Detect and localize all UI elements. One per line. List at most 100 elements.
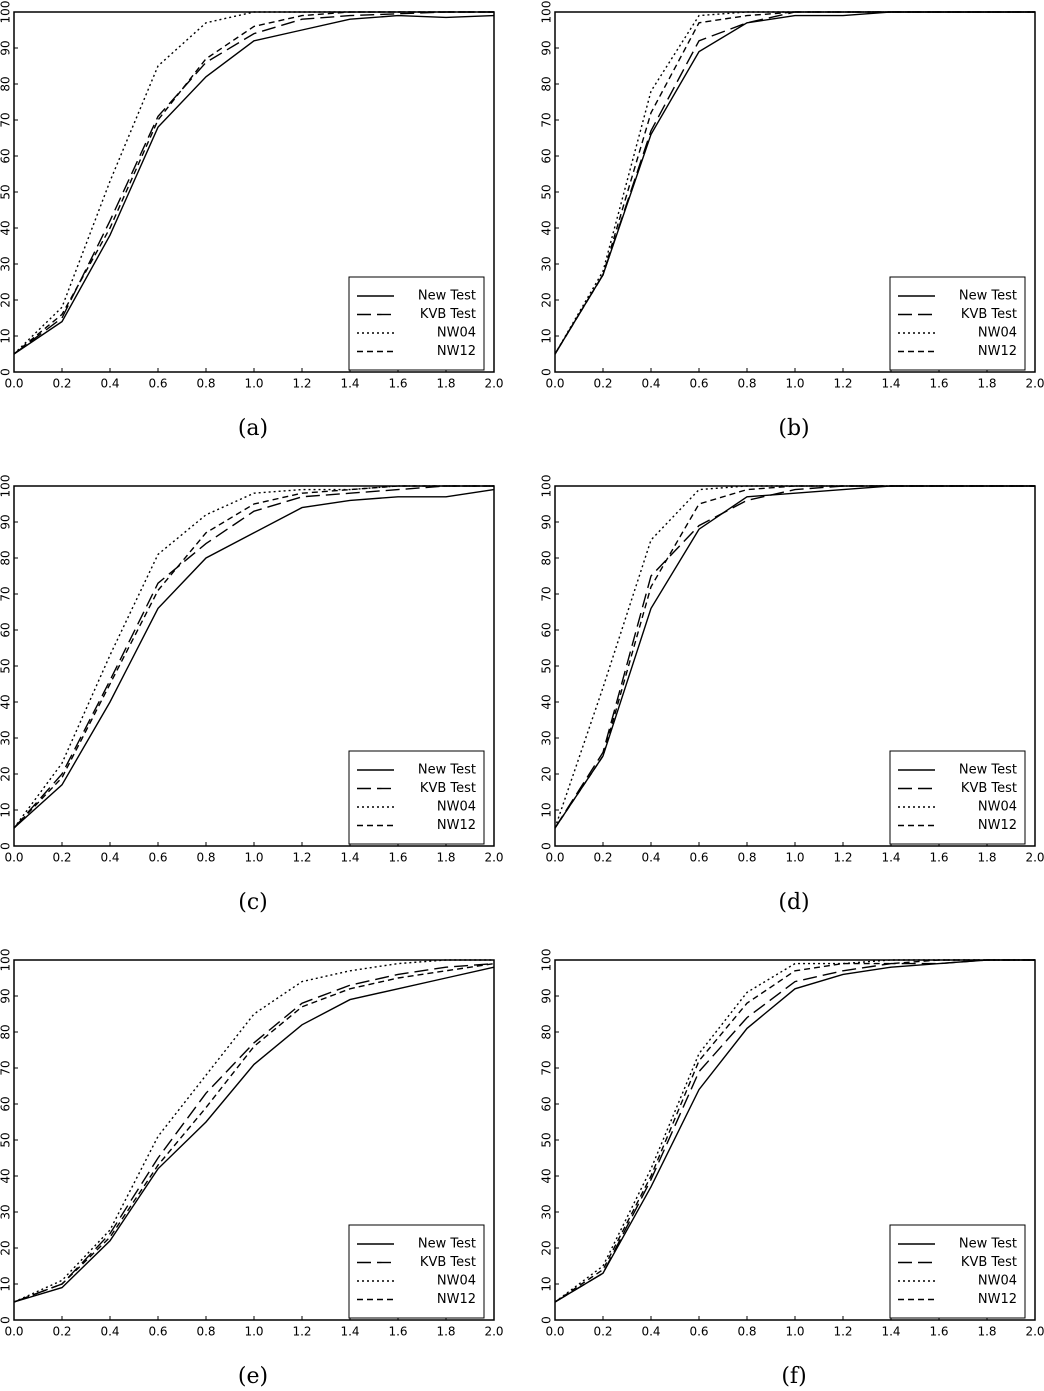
x-tick-label: 1.2 [292,851,311,865]
legend-box [348,750,485,845]
legend-label: KVB Test [961,781,1017,796]
y-tick-label: 0 [540,842,554,850]
y-tick-label: 70 [540,112,554,127]
x-tick-label: 1.8 [977,851,996,865]
legend-label: New Test [418,1237,476,1252]
legend: New Test KVB Test NW04 NW12 [889,276,1026,371]
legend-label: New Test [959,289,1017,304]
legend-label: KVB Test [420,307,476,322]
panel-caption: (b) [778,416,809,441]
series-line [13,962,495,1303]
legend-label: New Test [418,763,476,778]
x-tick-label: 0.2 [52,1325,71,1339]
y-tick-label: 60 [0,148,13,163]
x-tick-label: 0.4 [641,1325,660,1339]
y-tick-label: 0 [0,368,13,376]
y-tick-label: 40 [540,694,554,709]
x-tick-label: 1.0 [785,1325,804,1339]
x-tick-label: 0.0 [545,1325,564,1339]
legend-label: New Test [418,289,476,304]
series-line [554,959,1035,1303]
x-tick-label: 0.4 [100,377,119,391]
y-tick-label: 30 [0,1204,13,1219]
legend-box [889,750,1026,845]
y-tick-label: 70 [0,1060,13,1075]
plot-frame [554,959,1036,1321]
legend-label: NW04 [437,326,476,341]
y-tick-label: 60 [540,622,554,637]
x-tick-label: 0.6 [148,377,167,391]
y-tick-label: 80 [0,550,13,565]
panel-caption: (a) [238,416,268,441]
x-tick-label: 1.4 [881,377,900,391]
series-line [13,11,494,355]
legend-label: New Test [959,763,1017,778]
y-tick-label: 50 [0,184,13,199]
x-tick-label: 0.8 [196,1325,215,1339]
series-line [13,966,495,1303]
y-tick-label: 20 [0,292,13,307]
x-tick-label: 0.0 [545,851,564,865]
y-tick-label: 70 [0,112,13,127]
y-tick-label: 30 [540,730,554,745]
x-tick-label: 1.8 [436,1325,455,1339]
y-tick-label: 10 [0,802,13,817]
x-tick-label: 1.4 [881,1325,900,1339]
y-tick-label: 80 [0,76,13,91]
x-tick-label: 0.0 [4,1325,23,1339]
y-tick-label: 20 [0,766,13,781]
panel-caption: (d) [778,890,809,915]
x-tick-label: 1.6 [388,1325,407,1339]
legend: New Test KVB Test NW04 NW12 [348,1224,485,1319]
x-tick-label: 1.0 [785,851,804,865]
legend-label: NW12 [978,1292,1017,1307]
y-tick-label: 40 [0,1168,13,1183]
x-tick-label: 0.2 [593,377,612,391]
x-tick-label: 1.4 [340,1325,359,1339]
x-tick-label: 0.6 [148,1325,167,1339]
y-tick-label: 80 [540,1024,554,1039]
y-tick-label: 10 [0,1276,13,1291]
y-tick-label: 20 [0,1240,13,1255]
series-line [554,959,1035,1303]
x-tick-label: 1.2 [833,851,852,865]
x-tick-label: 0.8 [196,377,215,391]
y-tick-label: 20 [540,766,554,781]
x-tick-label: 1.4 [881,851,900,865]
x-tick-label: 1.8 [436,851,455,865]
x-tick-label: 0.8 [737,1325,756,1339]
legend-label: NW04 [978,800,1017,815]
y-tick-label: 100 [0,949,13,972]
x-tick-label: 0.2 [593,1325,612,1339]
legend-label: NW12 [978,344,1017,359]
y-tick-label: 70 [0,586,13,601]
x-tick-label: 0.6 [148,851,167,865]
x-tick-label: 1.2 [292,377,311,391]
y-tick-label: 40 [540,1168,554,1183]
y-tick-label: 90 [540,514,554,529]
x-tick-label: 1.2 [292,1325,311,1339]
series-line [554,485,1035,829]
x-tick-label: 0.2 [52,851,71,865]
x-tick-label: 2.0 [484,377,503,391]
legend: New Test KVB Test NW04 NW12 [348,750,485,845]
y-tick-label: 70 [540,1060,554,1075]
panel-caption: (f) [781,1364,806,1389]
y-tick-label: 40 [0,220,13,235]
y-tick-label: 100 [540,1,554,24]
legend-box [889,276,1026,371]
y-tick-label: 90 [0,40,13,55]
y-tick-label: 60 [540,1096,554,1111]
x-tick-label: 1.6 [388,377,407,391]
series-line [13,11,494,355]
legend: New Test KVB Test NW04 NW12 [348,276,485,371]
y-tick-label: 80 [540,76,554,91]
panel: 0 10 20 30 40 50 60 70 80 90 100 0.0 0.2 0.4 0.6 0.8 1.0… [540,1,1044,441]
x-tick-label: 1.4 [340,851,359,865]
x-tick-label: 0.2 [593,851,612,865]
x-tick-label: 1.0 [244,1325,263,1339]
x-tick-label: 1.2 [833,377,852,391]
series-line [13,488,495,829]
x-tick-label: 1.6 [929,1325,948,1339]
